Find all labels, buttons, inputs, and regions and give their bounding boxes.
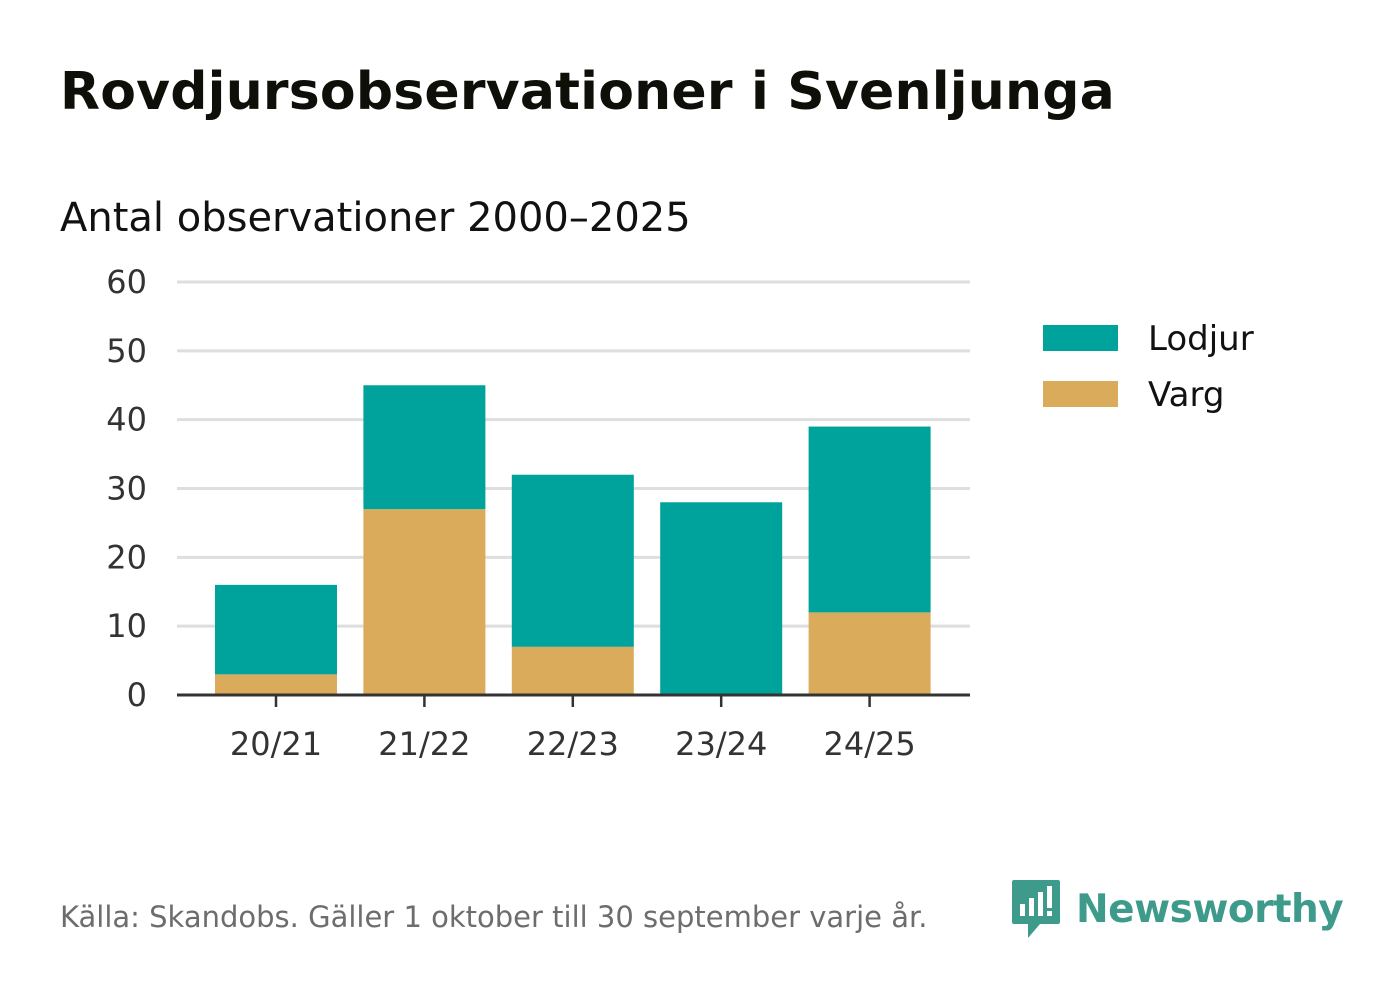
bar-varg-21-22 bbox=[363, 509, 486, 695]
bar-lodjur-24-25 bbox=[808, 426, 931, 613]
bars bbox=[215, 385, 931, 695]
brand-logo[interactable]: Newsworthy bbox=[1010, 878, 1344, 940]
brand-name: Newsworthy bbox=[1076, 886, 1344, 932]
bar-varg-24-25 bbox=[808, 612, 931, 695]
x-tick-label-22-23: 22/23 bbox=[527, 725, 619, 763]
legend-swatch-lodjur bbox=[1043, 325, 1118, 351]
x-axis-ticks: 20/21 21/22 22/23 23/24 24/25 bbox=[230, 695, 916, 763]
legend-swatch-varg bbox=[1043, 381, 1118, 407]
legend: Lodjur Varg bbox=[1043, 319, 1254, 415]
y-tick-label-60: 60 bbox=[106, 263, 147, 301]
x-tick-label-24-25: 24/25 bbox=[823, 725, 915, 763]
newsworthy-logo-icon bbox=[1012, 880, 1060, 938]
y-tick-label-20: 20 bbox=[106, 538, 147, 576]
y-tick-label-40: 40 bbox=[106, 401, 147, 439]
y-tick-label-10: 10 bbox=[106, 607, 147, 645]
y-tick-label-30: 30 bbox=[106, 470, 147, 508]
bar-lodjur-21-22 bbox=[363, 385, 486, 510]
legend-label-varg: Varg bbox=[1148, 375, 1224, 415]
y-tick-label-0: 0 bbox=[127, 676, 147, 714]
bar-varg-22-23 bbox=[511, 646, 634, 695]
x-tick-label-21-22: 21/22 bbox=[378, 725, 470, 763]
y-tick-label-50: 50 bbox=[106, 332, 147, 370]
y-axis-ticks: 0 10 20 30 40 50 60 bbox=[106, 263, 147, 714]
legend-label-lodjur: Lodjur bbox=[1148, 319, 1254, 359]
chart-subtitle: Antal observationer 2000–2025 bbox=[60, 195, 691, 241]
x-tick-label-20-21: 20/21 bbox=[230, 725, 322, 763]
source-note: Källa: Skandobs. Gäller 1 oktober till 3… bbox=[60, 900, 928, 934]
chart-title: Rovdjursobservationer i Svenljunga bbox=[60, 62, 1115, 122]
bar-varg-20-21 bbox=[215, 674, 337, 695]
bar-lodjur-20-21 bbox=[215, 584, 337, 675]
bar-lodjur-22-23 bbox=[511, 474, 634, 647]
x-tick-label-23-24: 23/24 bbox=[675, 725, 767, 763]
bar-lodjur-23-24 bbox=[660, 502, 783, 695]
